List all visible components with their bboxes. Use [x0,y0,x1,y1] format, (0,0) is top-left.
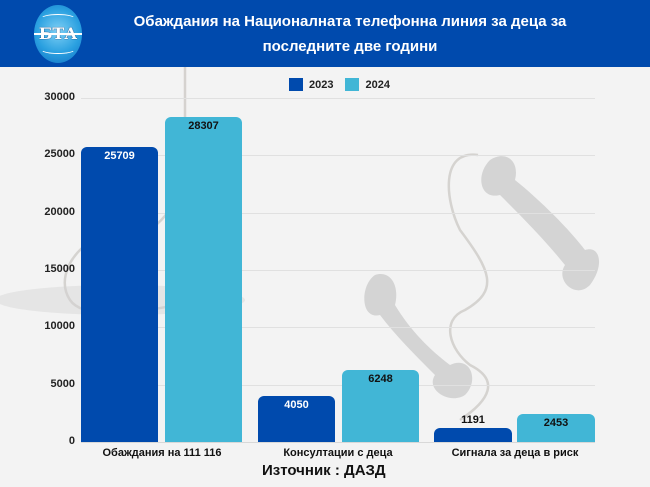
chart-title-line-2: последните две години [262,38,438,55]
bar-value-label: 6248 [368,373,393,385]
source-note: Източник : ДАЗД [262,462,386,479]
chart-title-line-1: Обаждания на Националната телефонна лини… [133,13,567,30]
x-category-risk-signals: Сигнала за деца в риск [451,447,579,459]
bta-logo: БТА [34,5,82,63]
logo-arc-bottom [40,44,76,54]
chart-title: Обаждания на Националната телефонна лини… [100,9,600,59]
y-tick-30000: 30000 [44,91,75,103]
bar-risk-2024: 2453 [517,414,595,442]
legend-label-2024: 2024 [365,78,390,91]
bar-value-label: 25709 [104,150,135,162]
y-tick-20000: 20000 [44,206,75,218]
y-tick-15000: 15000 [44,263,75,275]
gridline-30000 [81,98,595,99]
bar-consultations-2024: 6248 [342,370,419,442]
bar-value-label: 28307 [188,120,219,132]
x-category-consultations: Консултации с деца [283,447,393,459]
y-tick-5000: 5000 [50,378,75,390]
bar-calls-2023: 25709 [81,147,158,442]
gridline-5000 [81,385,595,386]
legend-swatch-2023 [289,78,303,91]
logo-arc-top [40,14,76,24]
y-tick-25000: 25000 [44,148,75,160]
gridline-10000 [81,327,595,328]
legend-item-2024: 2024 [345,78,390,91]
x-category-calls: Обаждания на 111 116 [102,447,222,459]
bar-value-label-risk-2023: 1191 [461,414,485,426]
bar-value-label: 4050 [284,399,309,411]
legend-swatch-2024 [345,78,360,91]
logo-text: БТА [34,25,82,43]
gridline-15000 [81,270,595,271]
bar-risk-2023 [434,428,512,442]
y-tick-10000: 10000 [44,320,75,332]
gridline-25000 [81,155,595,156]
gridline-20000 [81,213,595,214]
bar-consultations-2023: 4050 [258,396,335,442]
y-tick-0: 0 [68,435,75,447]
bar-value-label: 2453 [543,417,569,429]
header-banner: БТА Обаждания на Националната телефонна … [0,0,650,67]
bar-calls-2024: 28307 [165,117,242,442]
legend-item-2023: 2023 [289,78,333,91]
gridline-0 [81,442,595,443]
chart-legend: 2023 2024 [289,78,396,91]
legend-label-2023: 2023 [309,78,334,91]
